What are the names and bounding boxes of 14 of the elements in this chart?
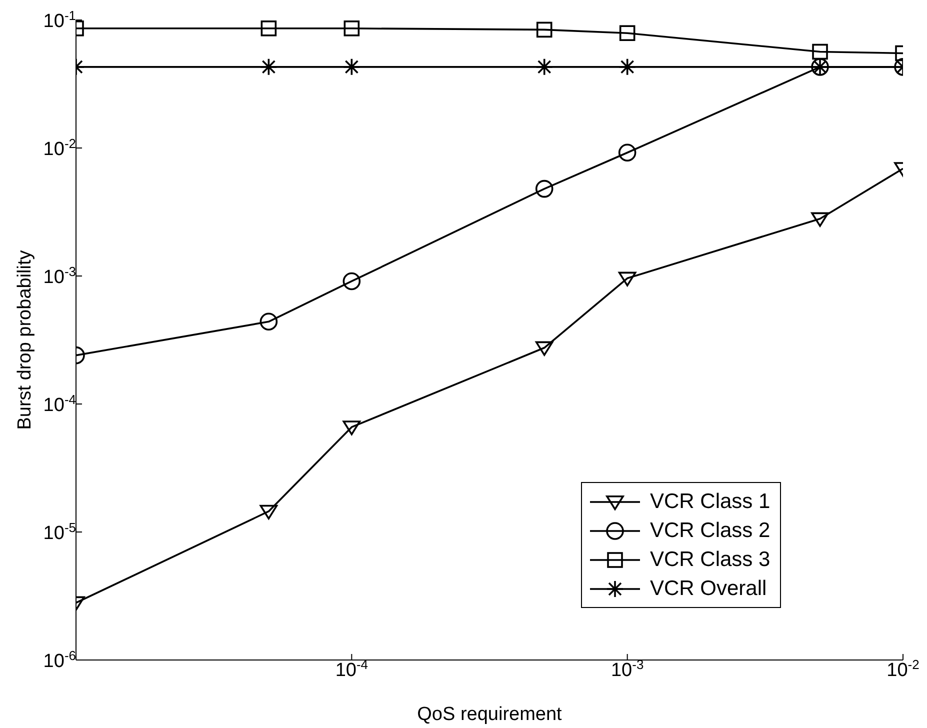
- y-tick-label: 10$^{-3}$: [43, 264, 76, 288]
- x-tick-label: 10$^{-2}$: [886, 656, 920, 681]
- y-tick-label: 10$^{-6}$: [43, 648, 76, 672]
- x-tick-label: 10$^{-4}$: [335, 656, 368, 681]
- legend-label: VCR Class 1: [650, 490, 770, 514]
- legend-label: VCR Overall: [650, 576, 767, 600]
- legend-label: VCR Class 3: [650, 548, 770, 572]
- y-axis-title: Burst drop probability: [14, 250, 36, 430]
- y-tick-label: 10$^{-4}$: [43, 392, 76, 416]
- y-tick-label: 10$^{-1}$: [43, 8, 76, 32]
- legend-label: VCR Class 2: [650, 518, 770, 542]
- x-axis-title: QoS requirement: [417, 704, 563, 725]
- y-tick-label: 10$^{-5}$: [43, 520, 76, 544]
- y-tick-label: 10$^{-2}$: [43, 136, 76, 160]
